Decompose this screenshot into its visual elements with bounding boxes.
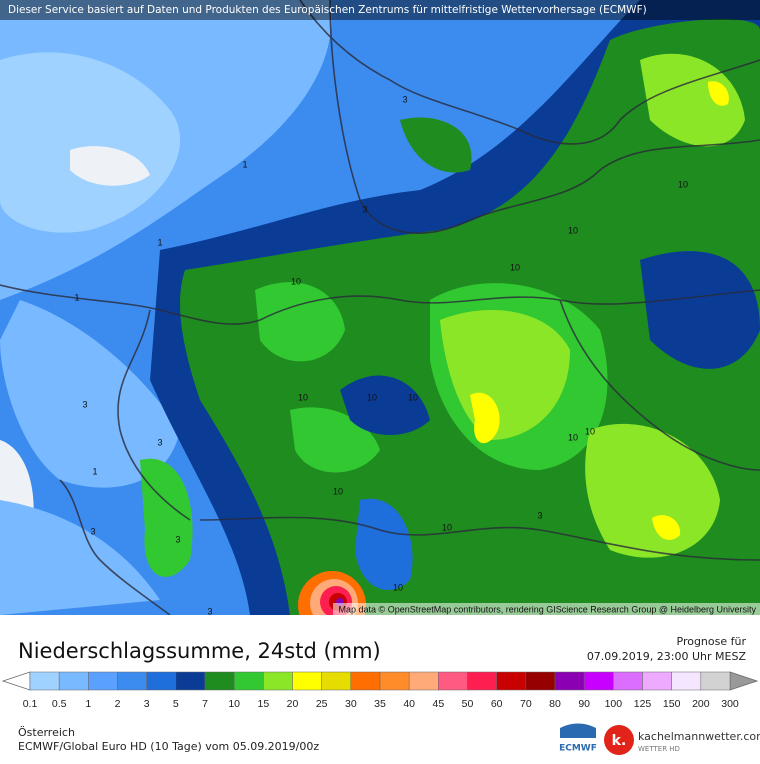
scale-box xyxy=(117,671,147,691)
scale-label: 300 xyxy=(721,698,739,710)
banner-text: Dieser Service basiert auf Daten und Pro… xyxy=(8,4,647,16)
scale-box xyxy=(146,671,177,691)
region: Österreich xyxy=(18,726,75,739)
scale-label: 90 xyxy=(578,698,590,710)
scale-label: 80 xyxy=(549,698,561,710)
kachelmann-logo-letter: k. xyxy=(612,733,627,749)
wetter-hd-logo: WETTER HD xyxy=(638,745,680,753)
scale-box xyxy=(700,671,731,691)
scale-label: 30 xyxy=(345,698,357,710)
attribution-background xyxy=(333,603,760,616)
contour-label: 10 xyxy=(408,392,418,402)
scale-label: 45 xyxy=(432,698,444,710)
contour-label: 3 xyxy=(82,399,87,409)
scale-label: 1 xyxy=(85,698,91,710)
precipitation-map: 3 1 3 1 1 10 10 10 10 3 10 10 10 3 10 10 1 10 3 3 10 3 10 3 xyxy=(0,0,760,616)
scale-box xyxy=(29,671,60,691)
contour-label: 10 xyxy=(678,179,688,189)
scale-box xyxy=(467,671,497,691)
contour-label: 10 xyxy=(585,426,595,436)
ecmwf-logo: ECMWF xyxy=(559,744,597,754)
contour-label: 3 xyxy=(207,606,212,616)
contour-label: 3 xyxy=(90,526,95,536)
scale-box xyxy=(379,671,410,691)
model-info: ECMWF/Global Euro HD (10 Tage) vom 05.09… xyxy=(18,740,319,753)
contour-label: 3 xyxy=(157,437,162,447)
scale-above-arrow xyxy=(729,671,759,691)
scale-label: 40 xyxy=(403,698,415,710)
scale-box xyxy=(671,671,702,691)
contour-label: 10 xyxy=(510,262,520,272)
contour-label: 1 xyxy=(242,159,247,169)
contour-label: 10 xyxy=(442,522,452,532)
contour-label: 10 xyxy=(291,276,301,286)
scale-below-arrow xyxy=(1,671,31,691)
scale-label: 50 xyxy=(462,698,474,710)
scale-box xyxy=(408,671,439,691)
scale-box xyxy=(321,671,352,691)
scale-label: 15 xyxy=(257,698,269,710)
contour-label: 10 xyxy=(568,225,578,235)
scale-label: 100 xyxy=(605,698,623,710)
scale-label: 10 xyxy=(228,698,240,710)
scale-box xyxy=(292,671,322,691)
scale-box xyxy=(583,671,614,691)
contour-label: 1 xyxy=(157,237,162,247)
forecast-label: Prognose für xyxy=(677,635,747,648)
forecast-time: 07.09.2019, 23:00 Uhr MESZ xyxy=(587,650,747,663)
scale-box xyxy=(263,671,293,691)
scale-label: 200 xyxy=(692,698,710,710)
scale-label: 25 xyxy=(316,698,328,710)
contour-label: 1 xyxy=(92,466,97,476)
scale-label: 70 xyxy=(520,698,532,710)
scale-label: 20 xyxy=(287,698,299,710)
contour-label: 3 xyxy=(402,94,407,104)
contour-labels: 3 1 3 1 1 10 10 10 10 3 10 10 10 3 10 10 1 10 3 3 10 3 10 3 xyxy=(74,94,688,616)
scale-box xyxy=(642,671,672,691)
scale-box xyxy=(350,671,381,691)
scale-label: 125 xyxy=(634,698,652,710)
contour-label: 10 xyxy=(568,432,578,442)
kachelmann-logo: kachelmannwetter.com xyxy=(638,730,760,743)
scale-label: 5 xyxy=(173,698,179,710)
scale-box xyxy=(204,671,235,691)
scale-label: 150 xyxy=(663,698,681,710)
attribution: Map data © OpenStreetMap contributors, r… xyxy=(339,604,757,614)
scale-box xyxy=(496,671,527,691)
scale-label: 60 xyxy=(491,698,503,710)
contour-label: 3 xyxy=(175,534,180,544)
banner-background xyxy=(0,0,760,20)
legend-title: Niederschlagssumme, 24std (mm) xyxy=(18,639,381,663)
scale-label: 35 xyxy=(374,698,386,710)
scale-box xyxy=(88,671,118,691)
scale-label: 3 xyxy=(144,698,150,710)
scale-box xyxy=(613,671,643,691)
scale-box xyxy=(554,671,585,691)
scale-box xyxy=(525,671,556,691)
contour-label: 3 xyxy=(362,204,367,214)
contour-label: 10 xyxy=(333,486,343,496)
scale-label: 2 xyxy=(115,698,121,710)
scale-label: 0.5 xyxy=(52,698,67,710)
contour-label: 10 xyxy=(393,582,403,592)
contour-label: 10 xyxy=(298,392,308,402)
scale-box xyxy=(233,671,264,691)
ecmwf-logo-mark xyxy=(560,723,596,738)
scale-label: 7 xyxy=(202,698,208,710)
kachelmann-logo-mark xyxy=(604,725,634,755)
contour-label: 1 xyxy=(74,292,79,302)
scale-box xyxy=(438,671,468,691)
color-scale: 0.1 0.5 1 2 3 5 7 10 15 20 25 30 35 40 45 50 60 70 80 90 100… xyxy=(1,671,759,710)
contour-label: 3 xyxy=(537,510,542,520)
contour-label: 10 xyxy=(367,392,377,402)
scale-label: 0.1 xyxy=(23,698,38,710)
scale-box xyxy=(175,671,206,691)
scale-box xyxy=(58,671,89,691)
